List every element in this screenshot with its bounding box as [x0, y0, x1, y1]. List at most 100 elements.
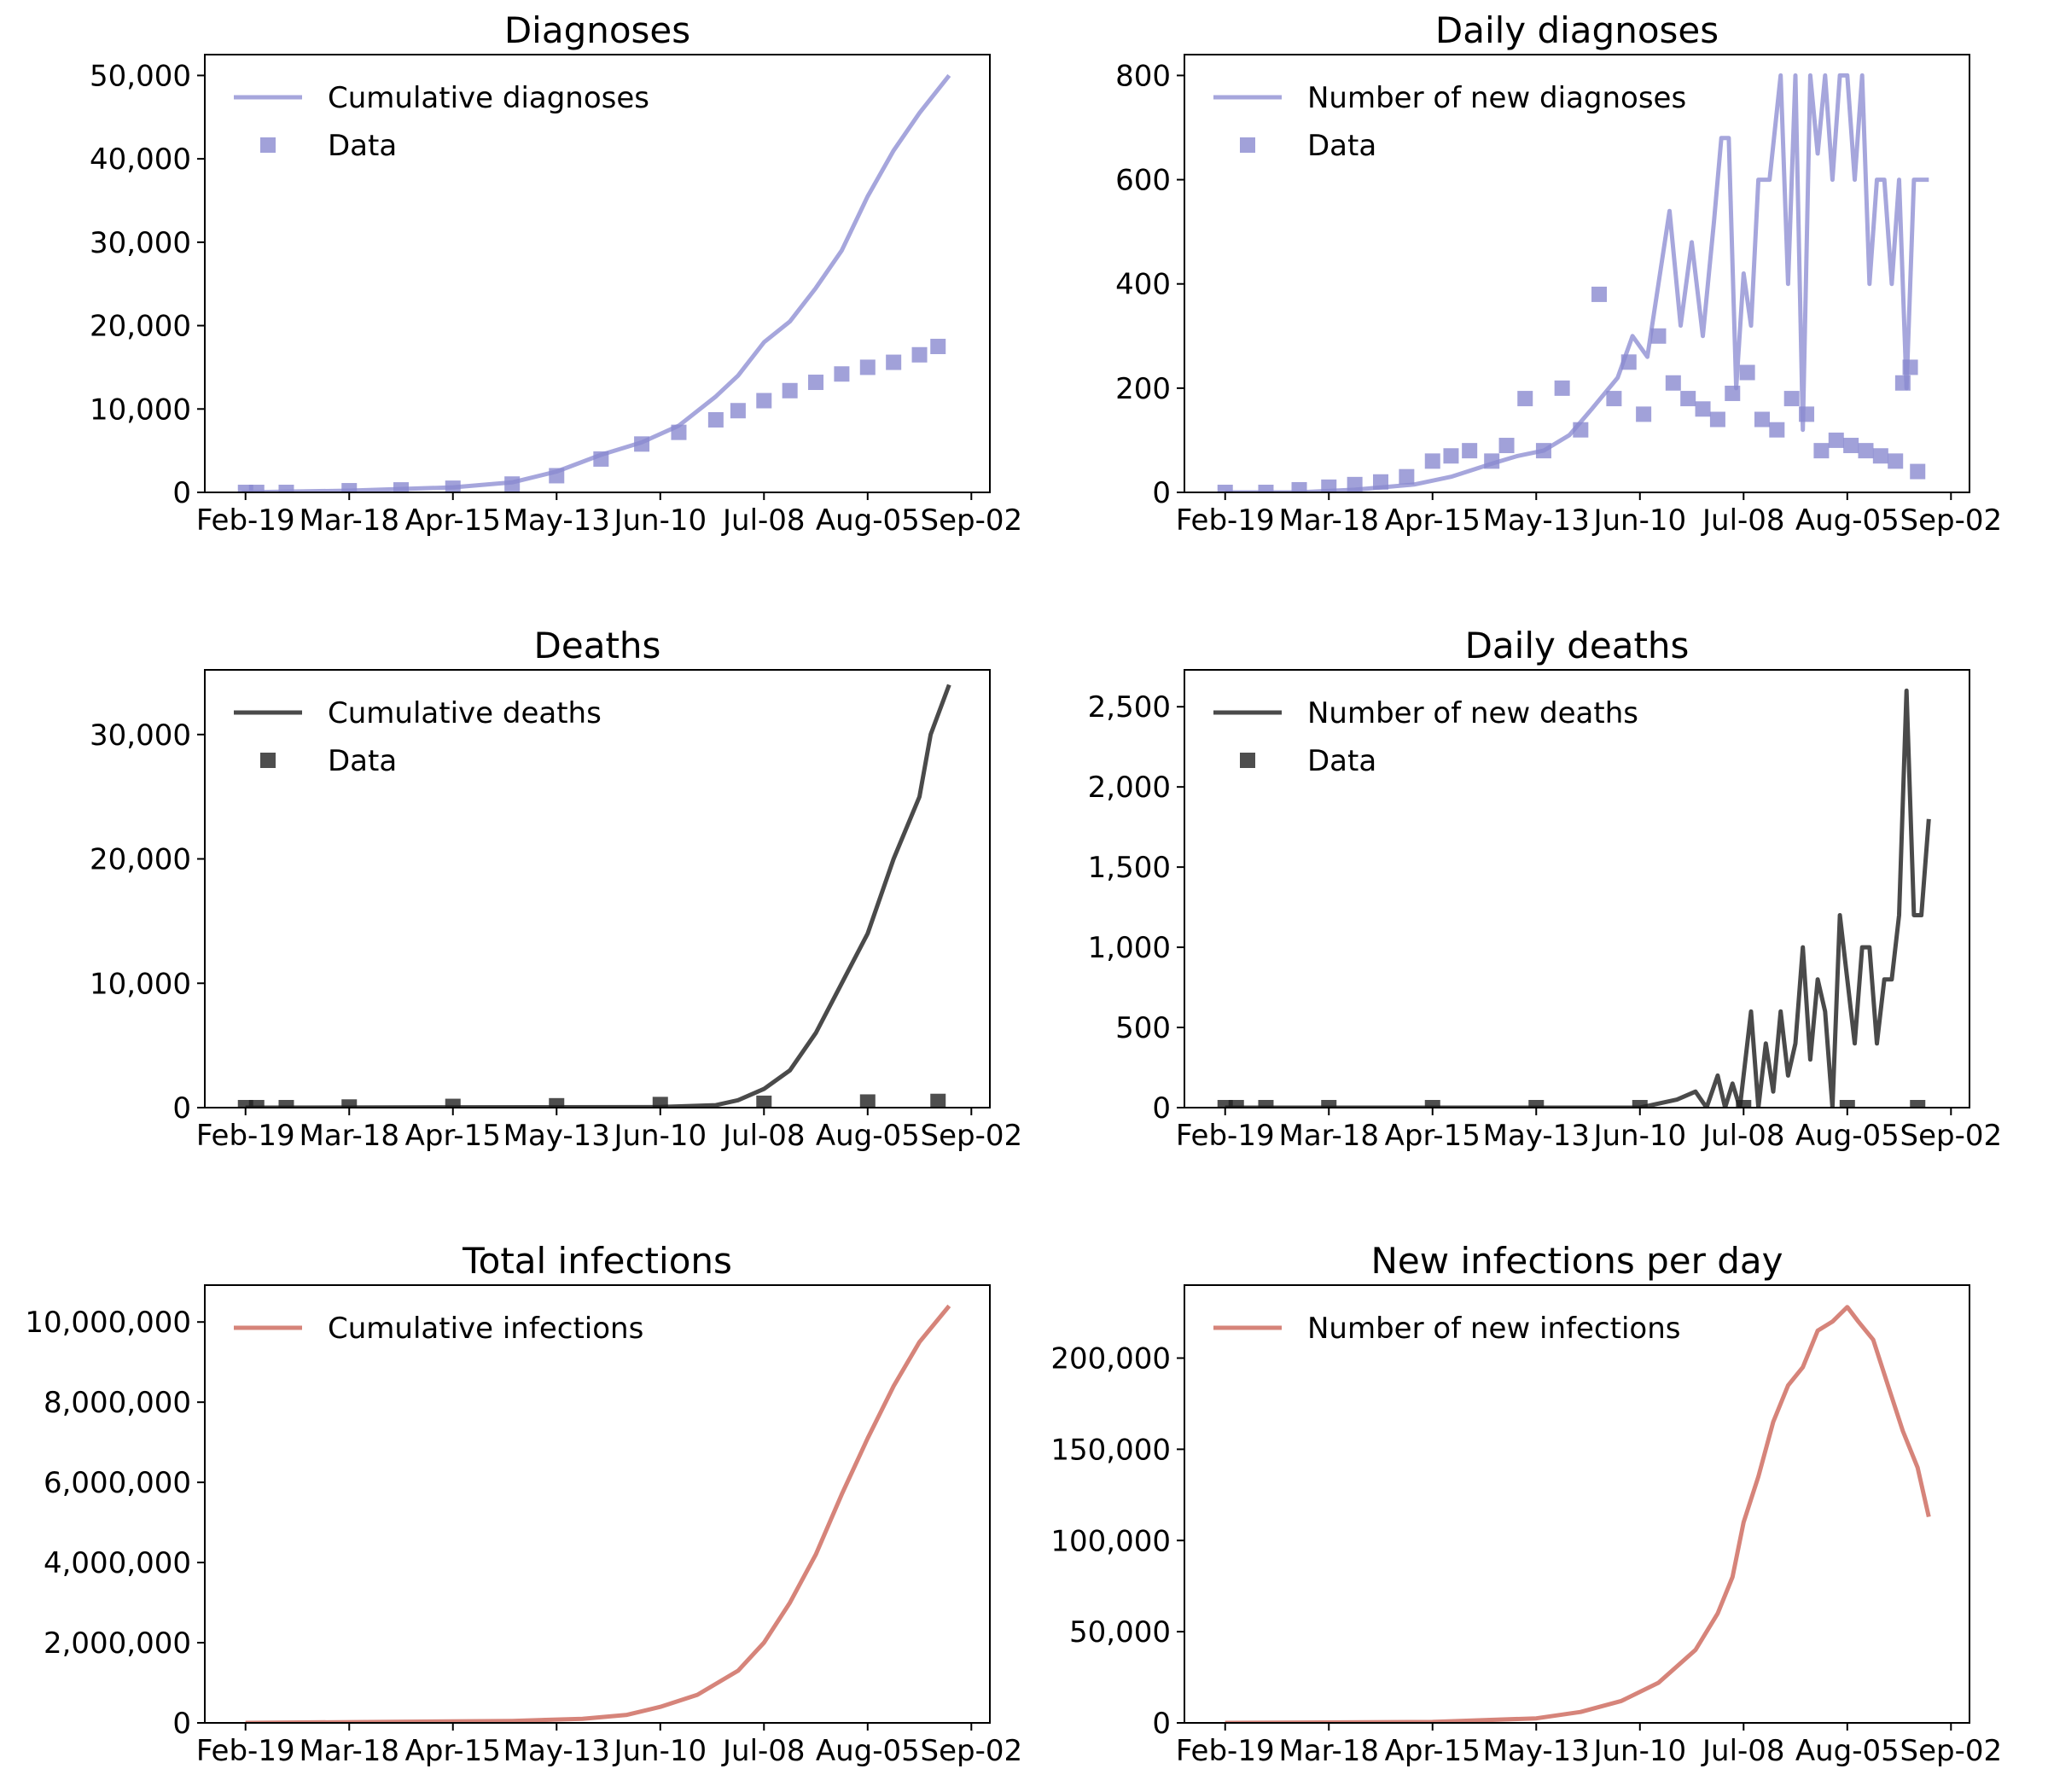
data-point [1373, 474, 1388, 490]
x-tick-label: Mar-18 [1278, 503, 1379, 538]
data-point [911, 346, 928, 363]
data-point [1535, 443, 1551, 459]
data-point [1843, 438, 1859, 454]
data-point [886, 354, 902, 370]
x-tick-label: Jul-08 [721, 1119, 806, 1153]
data-point [1665, 375, 1681, 391]
data-point [1813, 443, 1830, 459]
legend-label: Data [1307, 744, 1376, 778]
data-point [1462, 443, 1478, 459]
x-tick-label: Feb-19 [1176, 1734, 1275, 1768]
data-point [393, 482, 409, 492]
y-tick-label: 200,000 [1050, 1342, 1171, 1376]
data-point [237, 1100, 253, 1108]
data-point [930, 1093, 946, 1108]
data-point [1894, 375, 1911, 391]
y-tick-label: 8,000,000 [44, 1386, 191, 1420]
legend-label: Cumulative diagnoses [328, 81, 649, 115]
x-tick-label: Feb-19 [196, 1734, 295, 1768]
plot-frame [204, 669, 991, 1108]
x-tick-label: Aug-05 [816, 1119, 920, 1153]
data-point [445, 1098, 461, 1108]
x-tick-label: Apr-15 [1385, 503, 1481, 538]
x-tick-label: Aug-05 [816, 503, 920, 538]
y-tick-label: 6,000,000 [44, 1466, 191, 1500]
chart-title: Total infections [462, 1240, 732, 1282]
data-point [1709, 411, 1725, 428]
data-point [782, 382, 798, 399]
x-tick-label: Sep-02 [1900, 503, 2002, 538]
y-tick-label: 800 [1115, 59, 1171, 93]
data-point [834, 366, 850, 382]
data-point [1754, 411, 1770, 428]
x-tick-label: Apr-15 [405, 1734, 501, 1768]
y-tick-label: 20,000 [90, 310, 191, 344]
data-point [1347, 476, 1363, 492]
x-tick-label: May-13 [503, 1119, 610, 1153]
x-tick-label: Jun-10 [612, 1734, 707, 1768]
series-line [1225, 688, 1931, 1108]
data-point [278, 485, 294, 492]
y-tick-label: 30,000 [90, 226, 191, 260]
y-tick-label: 200 [1115, 372, 1171, 406]
x-tick-label: Apr-15 [1385, 1119, 1481, 1153]
data-point [341, 1099, 358, 1108]
y-tick-label: 0 [172, 1091, 191, 1126]
data-point [1217, 485, 1233, 492]
x-tick-label: Aug-05 [816, 1734, 920, 1768]
data-point [1291, 481, 1307, 492]
x-tick-label: Apr-15 [405, 1119, 501, 1153]
x-tick-label: Mar-18 [1278, 1734, 1379, 1768]
data-point [1636, 406, 1652, 422]
chart-title: Daily deaths [1465, 625, 1690, 666]
y-tick-label: 40,000 [90, 143, 191, 177]
y-tick-label: 600 [1115, 164, 1171, 198]
plot-frame [1184, 54, 1970, 493]
chart-title: Deaths [534, 625, 661, 666]
data-point [1888, 453, 1904, 469]
x-tick-label: Jun-10 [612, 503, 707, 538]
data-point [930, 339, 946, 354]
x-tick-label: Aug-05 [1795, 1734, 1900, 1768]
chart-panel-3: Daily deaths Feb-19 Mar-18 Apr-15 May-13 Jun-… [1088, 625, 2002, 1153]
data-point [1498, 438, 1515, 454]
data-point [1424, 1100, 1440, 1108]
data-point [1783, 391, 1800, 407]
legend-marker-swatch [1240, 753, 1255, 768]
x-tick-label: Aug-05 [1795, 1119, 1900, 1153]
data-point [1739, 364, 1755, 381]
legend-marker-swatch [1240, 137, 1255, 153]
data-point [1769, 422, 1785, 438]
data-point [1910, 463, 1926, 480]
y-tick-label: 150,000 [1050, 1433, 1171, 1467]
chart-title: Diagnoses [504, 9, 690, 51]
legend-label: Cumulative infections [328, 1312, 643, 1346]
x-tick-label: Jun-10 [1591, 503, 1686, 538]
data-point [1872, 448, 1888, 464]
data-point [730, 403, 746, 419]
data-point [593, 451, 609, 467]
x-tick-label: Jul-08 [1701, 1734, 1785, 1768]
x-tick-label: Sep-02 [1900, 1734, 2002, 1768]
legend-label: Data [328, 129, 397, 163]
series-line [1225, 73, 1929, 492]
x-tick-label: Jun-10 [1591, 1734, 1686, 1768]
x-tick-label: Apr-15 [1385, 1734, 1481, 1768]
data-point [756, 1095, 772, 1108]
x-tick-label: May-13 [1483, 1734, 1590, 1768]
data-point [1910, 1100, 1926, 1108]
y-tick-label: 30,000 [90, 719, 191, 753]
series-line [245, 1304, 951, 1723]
data-point [1554, 380, 1570, 396]
y-tick-label: 500 [1115, 1011, 1171, 1045]
data-point [652, 1097, 668, 1108]
data-point [1799, 406, 1815, 422]
data-point [1650, 328, 1667, 344]
x-tick-label: Sep-02 [920, 1119, 1022, 1153]
x-tick-label: Jul-08 [721, 503, 806, 538]
x-tick-label: Sep-02 [1900, 1119, 2002, 1153]
data-point [1258, 1100, 1274, 1108]
data-point [1443, 448, 1459, 464]
y-tick-label: 0 [172, 1707, 191, 1741]
